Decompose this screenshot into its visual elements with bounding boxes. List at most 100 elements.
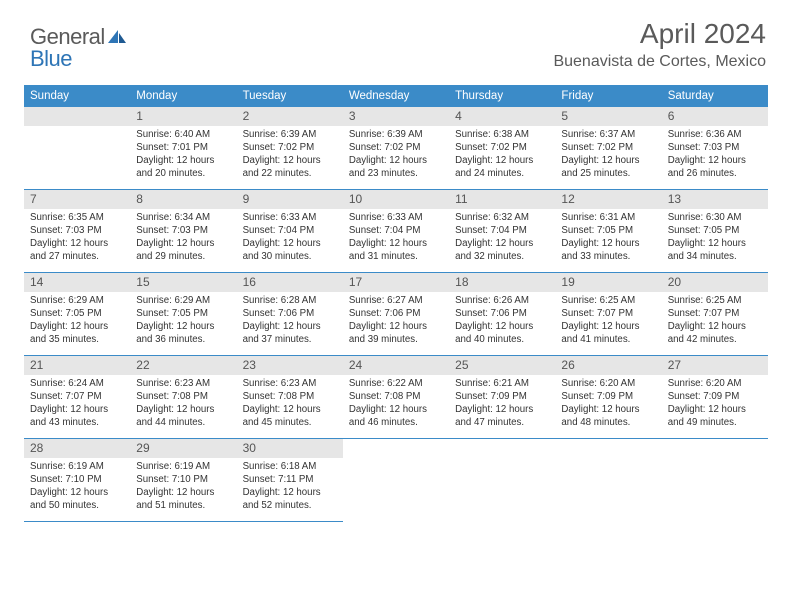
day-details: Sunrise: 6:18 AMSunset: 7:11 PMDaylight:… <box>237 458 343 520</box>
day-detail-line: Sunset: 7:05 PM <box>136 307 230 320</box>
day-detail-line: Sunset: 7:04 PM <box>243 224 337 237</box>
day-number: 17 <box>343 273 449 292</box>
day-detail-line: Daylight: 12 hours <box>668 403 762 416</box>
calendar: SundayMondayTuesdayWednesdayThursdayFrid… <box>24 85 768 522</box>
day-details: Sunrise: 6:28 AMSunset: 7:06 PMDaylight:… <box>237 292 343 354</box>
logo-word-2-wrap: Blue <box>30 46 72 72</box>
day-details: Sunrise: 6:21 AMSunset: 7:09 PMDaylight:… <box>449 375 555 437</box>
location-label: Buenavista de Cortes, Mexico <box>553 53 766 71</box>
day-number: 21 <box>24 356 130 375</box>
day-detail-line: Sunrise: 6:38 AM <box>455 128 549 141</box>
day-number: 9 <box>237 190 343 209</box>
day-detail-line: Sunrise: 6:35 AM <box>30 211 124 224</box>
day-number: 28 <box>24 439 130 458</box>
day-detail-line: and 34 minutes. <box>668 250 762 263</box>
day-detail-line: Daylight: 12 hours <box>30 486 124 499</box>
day-number: 27 <box>662 356 768 375</box>
day-detail-line: Daylight: 12 hours <box>561 154 655 167</box>
day-details: Sunrise: 6:22 AMSunset: 7:08 PMDaylight:… <box>343 375 449 437</box>
day-cell: 19Sunrise: 6:25 AMSunset: 7:07 PMDayligh… <box>555 273 661 355</box>
day-detail-line: and 25 minutes. <box>561 167 655 180</box>
day-details: Sunrise: 6:20 AMSunset: 7:09 PMDaylight:… <box>662 375 768 437</box>
day-detail-line: Sunset: 7:08 PM <box>136 390 230 403</box>
month-title: April 2024 <box>553 18 766 50</box>
day-details: Sunrise: 6:23 AMSunset: 7:08 PMDaylight:… <box>130 375 236 437</box>
weekday-header-row: SundayMondayTuesdayWednesdayThursdayFrid… <box>24 85 768 107</box>
day-detail-line: Daylight: 12 hours <box>30 237 124 250</box>
week-row: 28Sunrise: 6:19 AMSunset: 7:10 PMDayligh… <box>24 439 768 522</box>
day-detail-line: and 32 minutes. <box>455 250 549 263</box>
day-cell: 15Sunrise: 6:29 AMSunset: 7:05 PMDayligh… <box>130 273 236 355</box>
day-detail-line: and 27 minutes. <box>30 250 124 263</box>
weekday-header-cell: Tuesday <box>237 85 343 107</box>
day-number: 15 <box>130 273 236 292</box>
day-detail-line: and 39 minutes. <box>349 333 443 346</box>
day-details: Sunrise: 6:25 AMSunset: 7:07 PMDaylight:… <box>555 292 661 354</box>
day-number: 12 <box>555 190 661 209</box>
day-detail-line: Sunset: 7:08 PM <box>349 390 443 403</box>
day-cell: 25Sunrise: 6:21 AMSunset: 7:09 PMDayligh… <box>449 356 555 438</box>
day-detail-line: Sunrise: 6:30 AM <box>668 211 762 224</box>
week-row: 14Sunrise: 6:29 AMSunset: 7:05 PMDayligh… <box>24 273 768 356</box>
day-detail-line: Sunrise: 6:40 AM <box>136 128 230 141</box>
day-details: Sunrise: 6:38 AMSunset: 7:02 PMDaylight:… <box>449 126 555 188</box>
day-details: Sunrise: 6:32 AMSunset: 7:04 PMDaylight:… <box>449 209 555 271</box>
day-detail-line: Daylight: 12 hours <box>349 237 443 250</box>
day-cell: 30Sunrise: 6:18 AMSunset: 7:11 PMDayligh… <box>237 439 343 522</box>
day-detail-line: Sunset: 7:05 PM <box>30 307 124 320</box>
day-number <box>449 439 555 458</box>
day-number <box>662 439 768 458</box>
day-number: 20 <box>662 273 768 292</box>
day-cell: 26Sunrise: 6:20 AMSunset: 7:09 PMDayligh… <box>555 356 661 438</box>
empty-day-cell <box>343 439 449 522</box>
day-number <box>343 439 449 458</box>
day-details: Sunrise: 6:35 AMSunset: 7:03 PMDaylight:… <box>24 209 130 271</box>
title-block: April 2024 Buenavista de Cortes, Mexico <box>553 18 766 71</box>
day-detail-line: Daylight: 12 hours <box>243 237 337 250</box>
day-detail-line: Daylight: 12 hours <box>668 154 762 167</box>
weekday-header-cell: Thursday <box>449 85 555 107</box>
day-detail-line: and 51 minutes. <box>136 499 230 512</box>
day-details: Sunrise: 6:29 AMSunset: 7:05 PMDaylight:… <box>24 292 130 354</box>
day-detail-line: Daylight: 12 hours <box>243 154 337 167</box>
day-number: 25 <box>449 356 555 375</box>
day-detail-line: and 50 minutes. <box>30 499 124 512</box>
day-number: 11 <box>449 190 555 209</box>
day-detail-line: Daylight: 12 hours <box>243 486 337 499</box>
day-details: Sunrise: 6:36 AMSunset: 7:03 PMDaylight:… <box>662 126 768 188</box>
day-detail-line: Sunset: 7:05 PM <box>561 224 655 237</box>
day-cell: 18Sunrise: 6:26 AMSunset: 7:06 PMDayligh… <box>449 273 555 355</box>
weekday-header-cell: Saturday <box>662 85 768 107</box>
day-cell: 20Sunrise: 6:25 AMSunset: 7:07 PMDayligh… <box>662 273 768 355</box>
day-detail-line: and 40 minutes. <box>455 333 549 346</box>
day-details: Sunrise: 6:23 AMSunset: 7:08 PMDaylight:… <box>237 375 343 437</box>
day-detail-line: Sunrise: 6:36 AM <box>668 128 762 141</box>
day-detail-line: Sunset: 7:11 PM <box>243 473 337 486</box>
day-detail-line: Sunset: 7:02 PM <box>349 141 443 154</box>
day-number: 29 <box>130 439 236 458</box>
day-detail-line: and 45 minutes. <box>243 416 337 429</box>
day-detail-line: Sunrise: 6:23 AM <box>243 377 337 390</box>
day-number: 30 <box>237 439 343 458</box>
day-detail-line: Daylight: 12 hours <box>455 320 549 333</box>
logo-word-2: Blue <box>30 46 72 71</box>
day-detail-line: Daylight: 12 hours <box>243 403 337 416</box>
day-cell: 21Sunrise: 6:24 AMSunset: 7:07 PMDayligh… <box>24 356 130 438</box>
day-detail-line: Daylight: 12 hours <box>30 403 124 416</box>
empty-day-cell <box>449 439 555 522</box>
day-detail-line: Daylight: 12 hours <box>243 320 337 333</box>
day-details: Sunrise: 6:37 AMSunset: 7:02 PMDaylight:… <box>555 126 661 188</box>
empty-day-cell <box>662 439 768 522</box>
day-number: 13 <box>662 190 768 209</box>
day-detail-line: Sunrise: 6:21 AM <box>455 377 549 390</box>
week-row: 21Sunrise: 6:24 AMSunset: 7:07 PMDayligh… <box>24 356 768 439</box>
day-detail-line: Daylight: 12 hours <box>349 154 443 167</box>
day-detail-line: Sunrise: 6:26 AM <box>455 294 549 307</box>
day-details: Sunrise: 6:39 AMSunset: 7:02 PMDaylight:… <box>237 126 343 188</box>
day-details: Sunrise: 6:31 AMSunset: 7:05 PMDaylight:… <box>555 209 661 271</box>
day-detail-line: Sunset: 7:02 PM <box>561 141 655 154</box>
day-number: 14 <box>24 273 130 292</box>
day-detail-line: Sunrise: 6:33 AM <box>243 211 337 224</box>
day-cell: 11Sunrise: 6:32 AMSunset: 7:04 PMDayligh… <box>449 190 555 272</box>
day-detail-line: Sunrise: 6:23 AM <box>136 377 230 390</box>
